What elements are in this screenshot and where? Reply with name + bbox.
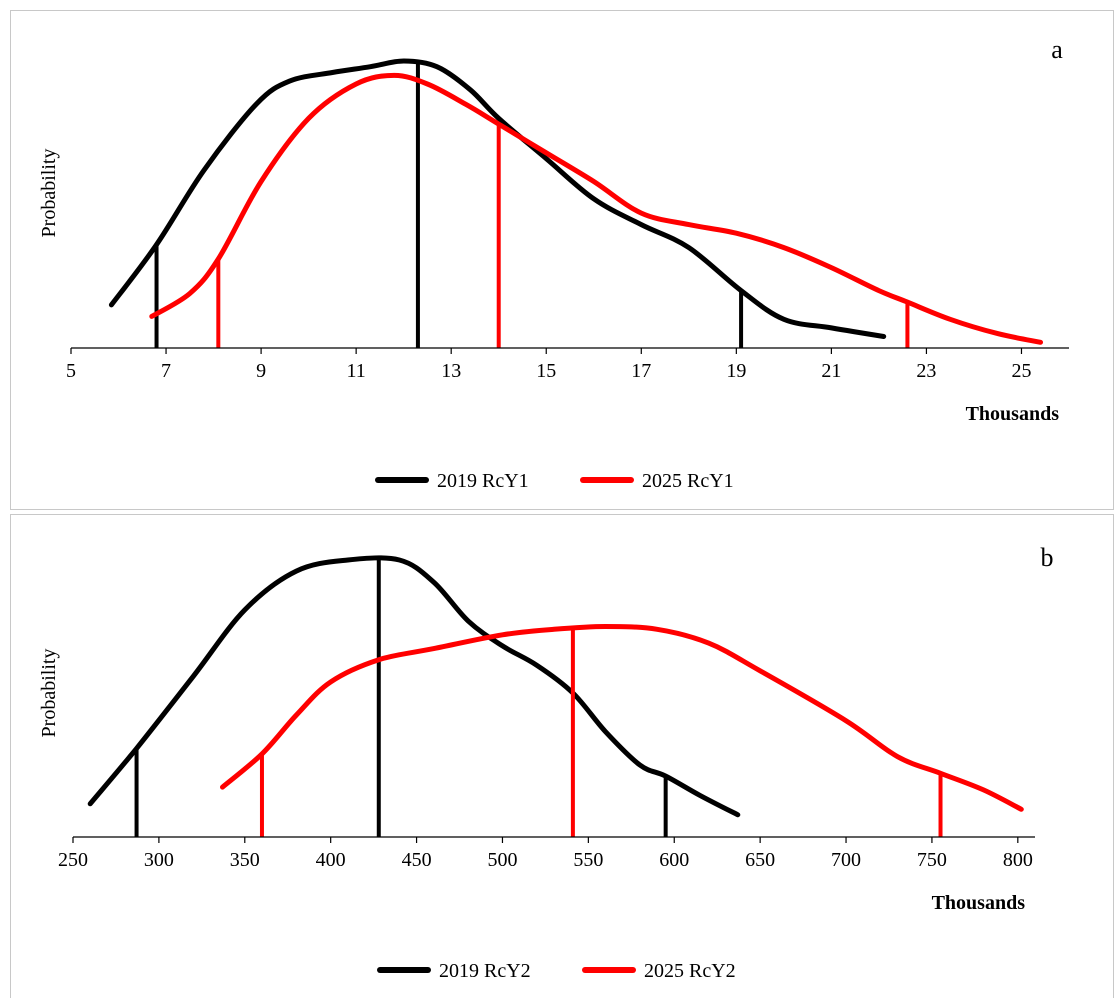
chart-a-legend: 2019 RcY1 2025 RcY1 [375,470,734,492]
x-tick-label: 350 [230,849,260,871]
x-tick-label: 23 [916,360,936,382]
legend-label-2025-rcy1: 2025 RcY1 [642,470,734,492]
legend-label-2025-rcy2: 2025 RcY2 [644,960,736,982]
series-line-2025-rcy2 [220,624,1024,812]
chart-a-curves [108,58,1043,348]
x-tick-label: 400 [316,849,346,871]
chart-a-panel-label: a [1051,35,1063,64]
x-tick-label: 800 [1003,849,1033,871]
x-tick-label: 17 [631,360,651,382]
series-line-2025-rcy1 [149,72,1043,345]
x-tick-label: 9 [256,360,266,382]
series-line-2019-rcy1 [108,58,887,339]
x-tick-label: 21 [821,360,841,382]
chart-panel-b: 250 300 350 400 450 500 550 600 650 700 750 800 Tho… [10,514,1114,998]
x-tick-label: 250 [58,849,88,871]
chart-b-x-axis-title: Thousands [932,892,1026,914]
x-tick-label: 13 [441,360,461,382]
x-tick-label: 650 [745,849,775,871]
x-tick-label: 300 [144,849,174,871]
chart-a-ticks: 5 7 9 11 13 15 17 19 21 23 25 [66,348,1031,382]
x-tick-label: 7 [161,360,171,382]
x-tick-label: 19 [726,360,746,382]
chart-panel-a: 5 7 9 11 13 15 17 19 21 23 25 Thousands Probabilit… [10,10,1114,510]
x-tick-label: 15 [536,360,556,382]
chart-a-svg: 5 7 9 11 13 15 17 19 21 23 25 Thousands Probabilit… [38,35,1069,492]
x-tick-label: 5 [66,360,76,382]
chart-b-ticks: 250 300 350 400 450 500 550 600 650 700 750 800 [58,837,1033,871]
x-tick-label: 700 [831,849,861,871]
x-tick-label: 25 [1011,360,1031,382]
x-tick-label: 450 [402,849,432,871]
x-tick-label: 500 [487,849,517,871]
chart-b-y-axis-title: Probability [38,649,60,738]
legend-label-2019-rcy1: 2019 RcY1 [437,470,529,492]
chart-b-panel-label: b [1041,543,1054,572]
chart-a-y-axis-title: Probability [38,149,60,238]
chart-b-svg: 250 300 350 400 450 500 550 600 650 700 750 800 Tho… [38,543,1054,982]
chart-b-curves [87,555,1024,837]
series-line-2019-rcy2 [87,555,741,818]
x-tick-label: 600 [659,849,689,871]
chart-b-legend: 2019 RcY2 2025 RcY2 [377,960,736,982]
chart-a-x-axis-title: Thousands [966,403,1060,425]
legend-label-2019-rcy2: 2019 RcY2 [439,960,531,982]
x-tick-label: 750 [917,849,947,871]
x-tick-label: 11 [347,360,366,382]
x-tick-label: 550 [573,849,603,871]
